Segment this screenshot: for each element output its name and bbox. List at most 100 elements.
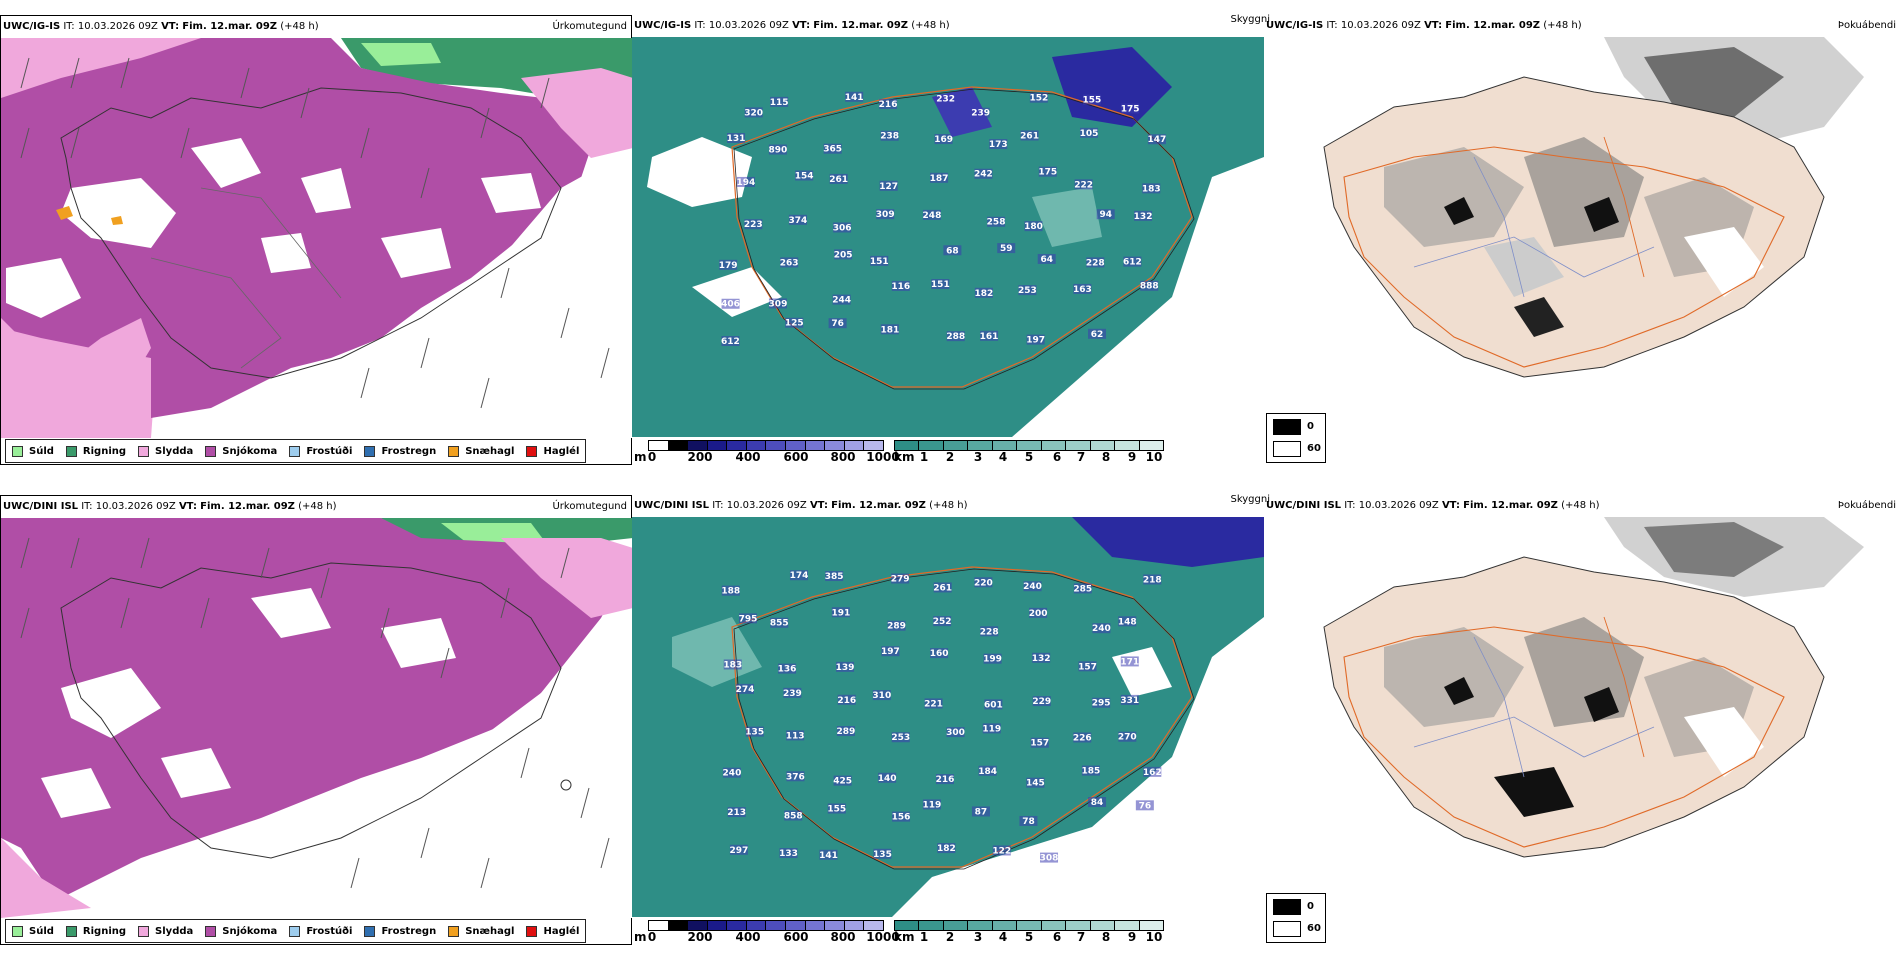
cloud-base-label: 179 (719, 261, 738, 271)
colorbar-tick: 1 (919, 930, 929, 944)
it-label: IT: (1344, 500, 1356, 511)
cloud-base-label: 308 (1040, 854, 1059, 864)
cloud-base-label: 183 (1142, 184, 1161, 194)
cloud-base-label: 139 (836, 663, 855, 673)
cloud-base-patch (933, 616, 952, 627)
init-time: 10.03.2026 09Z (77, 21, 158, 32)
cloud-base-label: 855 (770, 619, 789, 629)
colorbar-bar (894, 920, 1164, 931)
cloud-base-patch (833, 222, 852, 233)
lead-time: (+48 h) (929, 500, 968, 511)
cloud-base-patch (971, 806, 990, 817)
cloud-base-patch (1147, 134, 1166, 145)
cloud-base-patch (978, 765, 997, 776)
cloud-base-patch (738, 613, 757, 624)
panel-header: UWC/DINI ISL IT: 10.03.2026 09Z VT: Fim.… (3, 501, 627, 517)
cloud-base-label: 890 (768, 146, 787, 156)
it-label: IT: (712, 500, 724, 511)
cloud-base-label: 182 (937, 844, 956, 854)
cloud-base-patch (1032, 696, 1051, 707)
fog-index-panel: UWC/DINI ISL IT: 10.03.2026 09Z VT: Fim.… (1264, 495, 1900, 945)
cloud-base-label: 87 (975, 807, 988, 817)
legend-item: Slydda (138, 925, 193, 937)
colorbar-tick: 200 (687, 930, 713, 944)
cloud-base-patch (721, 585, 740, 596)
cloud-base-patch (736, 176, 755, 187)
colorbar-bar (648, 920, 884, 931)
colorbar-tick: 400 (735, 930, 761, 944)
colorbar-tick: 4 (998, 930, 1008, 944)
precip-legend: Súld Rigning Slydda Snjókoma Frostúði Fr… (5, 439, 587, 463)
vt-label: VT: (1441, 500, 1460, 511)
cloud-base-patch (770, 96, 789, 107)
cloud-base-label: 119 (982, 724, 1001, 734)
cloud-base-label: 240 (723, 769, 742, 779)
cloud-base-patch (982, 723, 1001, 734)
cloud-base-patch (827, 803, 846, 814)
cloud-base-patch (1143, 766, 1162, 777)
cloud-base-patch (878, 772, 897, 783)
legend-swatch (12, 925, 23, 937)
cloud-base-patch (780, 257, 799, 268)
cloud-base-label: 171 (1120, 657, 1139, 667)
legend-item: Snæhagl (448, 445, 514, 457)
cloud-base-label: 612 (1123, 258, 1142, 268)
legend-swatch (364, 925, 376, 937)
cloud-base-patch (836, 726, 855, 737)
cloud-base-label: 181 (880, 325, 899, 335)
colorbar-bar (894, 440, 1164, 451)
cloud-base-patch (1081, 765, 1100, 776)
cloud-base-label: 261 (1020, 131, 1039, 141)
legend-item: Frostregn (364, 925, 437, 937)
cloud-base-patch (1030, 737, 1049, 748)
fog-key-black-swatch (1273, 899, 1301, 915)
cloud-base-label: 300 (946, 728, 965, 738)
cloud-base-patch (1118, 731, 1137, 742)
cloud-base-patch (785, 317, 804, 328)
legend-swatch (205, 925, 217, 937)
legend-label: Snjókoma (222, 925, 278, 937)
cloud-base-patch (744, 107, 763, 118)
cloud-base-label: 157 (1078, 662, 1097, 672)
cloud-base-label: 228 (1086, 258, 1105, 268)
vt-label: VT: (178, 501, 197, 512)
legend-label: Haglél (543, 445, 580, 457)
cloud-base-label: 374 (789, 216, 808, 226)
cloud-base-label: 306 (833, 223, 852, 233)
vt-label: VT: (792, 20, 811, 31)
cloud-base-label: 253 (891, 733, 910, 743)
cloud-base-label: 155 (1083, 96, 1102, 106)
cloud-base-label: 288 (946, 332, 965, 342)
legend-item: Rigning (65, 445, 126, 457)
cloud-base-patch (974, 287, 993, 298)
lead-time: (+48 h) (1561, 500, 1600, 511)
cloud-base-label: 141 (819, 851, 838, 861)
colorbar-tick: 400 (735, 450, 761, 464)
cloud-base-label: 376 (786, 772, 805, 782)
cloud-base-patch (721, 336, 740, 347)
legend-label: Frostregn (381, 925, 437, 937)
cloud-base-label: 133 (779, 849, 798, 859)
colorbar-tick: 1 (919, 450, 929, 464)
legend-label: Frostregn (381, 445, 437, 457)
cloud-base-patch (1078, 661, 1097, 672)
cloud-base-patch (980, 626, 999, 637)
colorbar-tick: 600 (783, 450, 809, 464)
cloud-base-patch (719, 259, 738, 270)
cloud-base-label: 274 (736, 685, 755, 695)
cloud-base-patch (795, 170, 814, 181)
cloud-base-patch (1029, 607, 1048, 618)
colorbar-unit: km (894, 450, 915, 464)
legend-swatch (65, 445, 77, 457)
cloud-base-label: 261 (933, 583, 952, 593)
colorbar-tick: 7 (1076, 930, 1086, 944)
cloud-base-label: 310 (872, 691, 891, 701)
cloud-base-patch (879, 180, 898, 191)
cloud-base-label: 226 (1073, 733, 1092, 743)
cloud-base-label: 216 (936, 775, 955, 785)
legend-swatch (364, 445, 376, 457)
cloud-base-label: 183 (723, 660, 742, 670)
legend-swatch (448, 445, 460, 457)
it-label: IT: (63, 21, 75, 32)
colorbar-tick: 8 (1101, 930, 1111, 944)
